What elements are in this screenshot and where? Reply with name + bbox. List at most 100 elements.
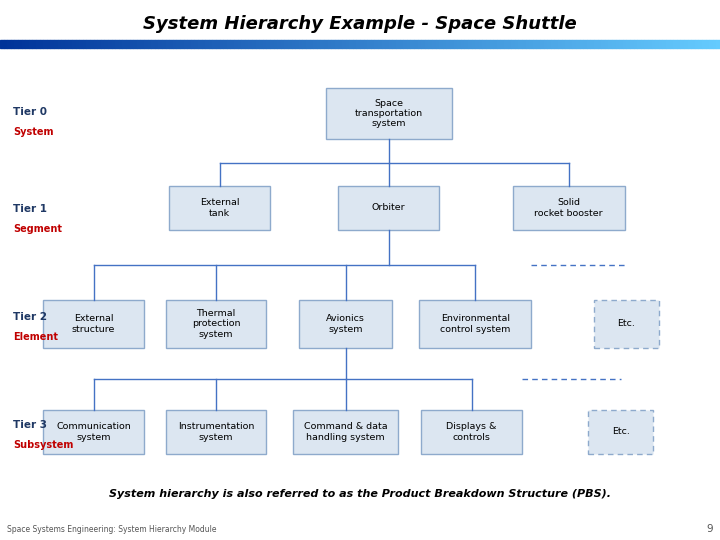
Bar <box>432 40 436 48</box>
Bar <box>184 40 187 48</box>
Bar <box>670 40 673 48</box>
Bar <box>385 40 389 48</box>
Bar <box>306 40 310 48</box>
Bar <box>50 40 54 48</box>
Bar <box>522 40 526 48</box>
Bar <box>695 40 698 48</box>
Bar <box>630 40 634 48</box>
Bar <box>256 40 259 48</box>
Bar <box>263 40 266 48</box>
Text: Segment: Segment <box>13 225 62 234</box>
Text: Etc.: Etc. <box>618 320 635 328</box>
Bar <box>356 40 360 48</box>
Bar <box>223 40 227 48</box>
Bar <box>479 40 482 48</box>
Bar <box>216 40 220 48</box>
Bar <box>374 40 378 48</box>
FancyBboxPatch shape <box>513 186 625 230</box>
Bar <box>248 40 252 48</box>
Bar <box>25 40 29 48</box>
Bar <box>58 40 61 48</box>
Bar <box>126 40 130 48</box>
Text: Etc.: Etc. <box>612 428 629 436</box>
Bar <box>133 40 137 48</box>
Text: External
tank: External tank <box>200 198 239 218</box>
Bar <box>504 40 508 48</box>
FancyBboxPatch shape <box>421 410 522 454</box>
Bar <box>580 40 583 48</box>
Bar <box>72 40 76 48</box>
Bar <box>112 40 115 48</box>
Bar <box>245 40 248 48</box>
Bar <box>652 40 655 48</box>
Bar <box>176 40 180 48</box>
Text: Instrumentation
system: Instrumentation system <box>178 422 254 442</box>
Bar <box>554 40 558 48</box>
Bar <box>565 40 569 48</box>
Bar <box>119 40 122 48</box>
Bar <box>418 40 421 48</box>
Bar <box>274 40 277 48</box>
Bar <box>637 40 641 48</box>
Bar <box>529 40 533 48</box>
Text: Displays &
controls: Displays & controls <box>446 422 497 442</box>
Bar <box>540 40 544 48</box>
Bar <box>83 40 86 48</box>
Bar <box>65 40 68 48</box>
Bar <box>612 40 616 48</box>
FancyBboxPatch shape <box>294 410 397 454</box>
Bar <box>252 40 256 48</box>
Text: Avionics
system: Avionics system <box>326 314 365 334</box>
Bar <box>292 40 295 48</box>
Text: Orbiter: Orbiter <box>372 204 405 212</box>
Bar <box>234 40 238 48</box>
Bar <box>544 40 547 48</box>
Bar <box>400 40 403 48</box>
Bar <box>212 40 216 48</box>
Bar <box>299 40 302 48</box>
Bar <box>108 40 112 48</box>
Bar <box>148 40 151 48</box>
Bar <box>61 40 65 48</box>
Bar <box>457 40 461 48</box>
Bar <box>353 40 356 48</box>
Bar <box>425 40 428 48</box>
Bar <box>396 40 400 48</box>
Bar <box>137 40 140 48</box>
Bar <box>616 40 619 48</box>
Text: Tier 2: Tier 2 <box>13 312 47 322</box>
Bar <box>436 40 439 48</box>
Bar <box>36 40 40 48</box>
Bar <box>680 40 684 48</box>
FancyBboxPatch shape <box>43 410 144 454</box>
Bar <box>464 40 468 48</box>
Bar <box>140 40 144 48</box>
Bar <box>378 40 382 48</box>
Bar <box>18 40 22 48</box>
Bar <box>454 40 457 48</box>
Bar <box>569 40 572 48</box>
Bar <box>295 40 299 48</box>
Text: Subsystem: Subsystem <box>13 441 73 450</box>
Text: System Hierarchy Example - Space Shuttle: System Hierarchy Example - Space Shuttle <box>143 15 577 33</box>
Bar <box>598 40 601 48</box>
Bar <box>500 40 504 48</box>
Bar <box>104 40 108 48</box>
Bar <box>493 40 497 48</box>
Bar <box>367 40 371 48</box>
Bar <box>619 40 623 48</box>
Bar <box>158 40 162 48</box>
Bar <box>709 40 713 48</box>
Bar <box>572 40 576 48</box>
Bar <box>576 40 580 48</box>
Text: Element: Element <box>13 333 58 342</box>
Bar <box>508 40 511 48</box>
Bar <box>706 40 709 48</box>
FancyBboxPatch shape <box>299 300 392 348</box>
Bar <box>7 40 11 48</box>
Bar <box>623 40 626 48</box>
Bar <box>475 40 479 48</box>
Bar <box>97 40 101 48</box>
Text: System: System <box>13 127 53 137</box>
Bar <box>43 40 47 48</box>
